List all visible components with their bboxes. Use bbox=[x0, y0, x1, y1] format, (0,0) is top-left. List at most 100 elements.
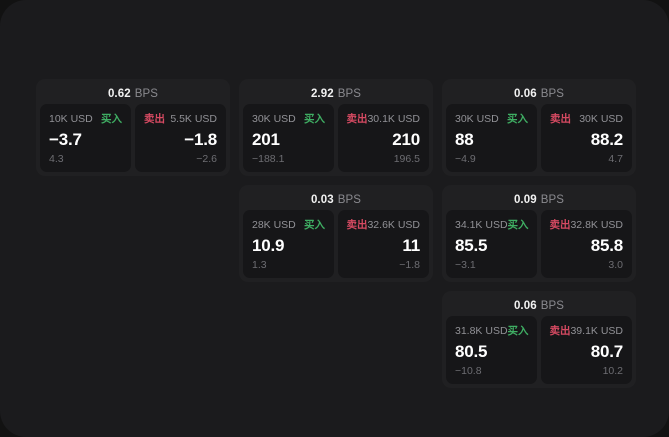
buy-side-header: 34.1K USD 买入 bbox=[455, 218, 529, 232]
sell-action-tag[interactable]: 卖出 bbox=[144, 113, 165, 125]
sell-delta: −1.8 bbox=[399, 259, 420, 271]
bps-value: 0.09 bbox=[513, 193, 537, 206]
buy-action-tag[interactable]: 买入 bbox=[507, 325, 529, 337]
buy-size-label: 30K USD bbox=[252, 112, 296, 125]
sell-side-header: 32.8K USD 卖出 bbox=[549, 218, 623, 232]
sell-side-panel[interactable]: 39.1K USD 卖出 80.7 10.2 bbox=[541, 316, 632, 384]
bps-value: 0.03 bbox=[310, 193, 334, 206]
sell-side-header: 5.5K USD 卖出 bbox=[144, 112, 217, 126]
buy-price: 201 bbox=[252, 129, 280, 149]
buy-side-header: 10K USD 买入 bbox=[49, 112, 122, 126]
quote-sides: 28K USD 买入 10.9 1.3 32.6K USD 卖出 11 −1.8 bbox=[243, 210, 429, 278]
bps-header: 2.92 BPS bbox=[243, 83, 429, 104]
buy-action-tag[interactable]: 买入 bbox=[101, 113, 122, 125]
bps-unit-label: BPS bbox=[337, 193, 362, 206]
sell-price: 210 bbox=[392, 129, 420, 149]
buy-price: −3.7 bbox=[49, 129, 82, 149]
sell-price: −1.8 bbox=[184, 129, 217, 149]
bps-value: 0.62 bbox=[107, 87, 131, 100]
buy-delta: −188.1 bbox=[252, 153, 285, 165]
bps-header: 0.06 BPS bbox=[446, 83, 632, 104]
quote-sides: 30K USD 买入 88 −4.9 30K USD 卖出 88.2 4.7 bbox=[446, 104, 632, 172]
sell-side-header: 30K USD 卖出 bbox=[550, 112, 623, 126]
quote-card[interactable]: 0.03 BPS 28K USD 买入 10.9 1.3 32.6K USD 卖出 11 −1.8 bbox=[239, 185, 433, 282]
buy-side-header: 28K USD 买入 bbox=[252, 218, 325, 232]
bps-value: 0.06 bbox=[513, 87, 537, 100]
bps-header: 0.09 BPS bbox=[446, 189, 632, 210]
buy-size-label: 31.8K USD bbox=[455, 324, 508, 337]
sell-action-tag[interactable]: 卖出 bbox=[549, 325, 571, 337]
sell-side-panel[interactable]: 30.1K USD 卖出 210 196.5 bbox=[338, 104, 429, 172]
sell-side-header: 39.1K USD 卖出 bbox=[549, 324, 623, 338]
sell-side-header: 30.1K USD 卖出 bbox=[346, 112, 420, 126]
buy-delta: −10.8 bbox=[455, 365, 482, 377]
sell-side-header: 32.6K USD 卖出 bbox=[346, 218, 420, 232]
quote-sides: 10K USD 买入 −3.7 4.3 5.5K USD 卖出 −1.8 −2.6 bbox=[40, 104, 226, 172]
bps-header: 0.06 BPS bbox=[446, 295, 632, 316]
quote-card[interactable]: 0.06 BPS 30K USD 买入 88 −4.9 30K USD 卖出 88.2 4.7 bbox=[442, 79, 636, 176]
quote-sides: 31.8K USD 买入 80.5 −10.8 39.1K USD 卖出 80.7 10.2 bbox=[446, 316, 632, 384]
bps-value: 2.92 bbox=[310, 87, 334, 100]
sell-delta: 10.2 bbox=[602, 365, 623, 377]
buy-size-label: 10K USD bbox=[49, 112, 93, 125]
quote-card[interactable]: 2.92 BPS 30K USD 买入 201 −188.1 30.1K USD 卖出 210 1… bbox=[239, 79, 433, 176]
quote-card[interactable]: 0.09 BPS 34.1K USD 买入 85.5 −3.1 32.8K USD 卖出 85.… bbox=[442, 185, 636, 282]
buy-size-label: 30K USD bbox=[455, 112, 499, 125]
quote-card[interactable]: 0.62 BPS 10K USD 买入 −3.7 4.3 5.5K USD 卖出 −1.8 −2.… bbox=[36, 79, 230, 176]
buy-price: 10.9 bbox=[252, 235, 285, 255]
sell-action-tag[interactable]: 卖出 bbox=[550, 113, 571, 125]
bps-header: 0.03 BPS bbox=[243, 189, 429, 210]
bps-unit-label: BPS bbox=[134, 87, 159, 100]
quote-sides: 34.1K USD 买入 85.5 −3.1 32.8K USD 卖出 85.8 3.0 bbox=[446, 210, 632, 278]
sell-side-panel[interactable]: 32.8K USD 卖出 85.8 3.0 bbox=[541, 210, 632, 278]
buy-action-tag[interactable]: 买入 bbox=[304, 113, 325, 125]
buy-delta: 1.3 bbox=[252, 259, 267, 271]
column-1: 0.62 BPS 10K USD 买入 −3.7 4.3 5.5K USD 卖出 −1.8 −2.… bbox=[36, 79, 230, 176]
sell-side-panel[interactable]: 32.6K USD 卖出 11 −1.8 bbox=[338, 210, 429, 278]
sell-size-label: 30.1K USD bbox=[367, 112, 420, 125]
quote-card[interactable]: 0.06 BPS 31.8K USD 买入 80.5 −10.8 39.1K USD 卖出 80… bbox=[442, 291, 636, 388]
sell-size-label: 30K USD bbox=[579, 112, 623, 125]
buy-size-label: 28K USD bbox=[252, 218, 296, 231]
sell-side-panel[interactable]: 5.5K USD 卖出 −1.8 −2.6 bbox=[135, 104, 226, 172]
quote-sides: 30K USD 买入 201 −188.1 30.1K USD 卖出 210 196.5 bbox=[243, 104, 429, 172]
bps-unit-label: BPS bbox=[540, 87, 565, 100]
sell-price: 11 bbox=[402, 235, 420, 255]
buy-price: 88 bbox=[455, 129, 474, 149]
buy-delta: 4.3 bbox=[49, 153, 64, 165]
buy-action-tag[interactable]: 买入 bbox=[507, 113, 528, 125]
buy-delta: −3.1 bbox=[455, 259, 476, 271]
bps-header: 0.62 BPS bbox=[40, 83, 226, 104]
buy-side-header: 31.8K USD 买入 bbox=[455, 324, 529, 338]
sell-action-tag[interactable]: 卖出 bbox=[346, 113, 368, 125]
sell-action-tag[interactable]: 卖出 bbox=[346, 219, 368, 231]
column-2: 2.92 BPS 30K USD 买入 201 −188.1 30.1K USD 卖出 210 1… bbox=[239, 79, 433, 282]
buy-delta: −4.9 bbox=[455, 153, 476, 165]
buy-price: 85.5 bbox=[455, 235, 488, 255]
sell-delta: −2.6 bbox=[196, 153, 217, 165]
buy-action-tag[interactable]: 买入 bbox=[304, 219, 325, 231]
sell-delta: 196.5 bbox=[393, 153, 420, 165]
buy-side-panel[interactable]: 28K USD 买入 10.9 1.3 bbox=[243, 210, 334, 278]
buy-side-header: 30K USD 买入 bbox=[455, 112, 528, 126]
column-3: 0.06 BPS 30K USD 买入 88 −4.9 30K USD 卖出 88.2 4.7 0.… bbox=[442, 79, 636, 388]
buy-side-panel[interactable]: 31.8K USD 买入 80.5 −10.8 bbox=[446, 316, 537, 384]
sell-size-label: 5.5K USD bbox=[170, 112, 217, 125]
buy-action-tag[interactable]: 买入 bbox=[507, 219, 529, 231]
sell-size-label: 39.1K USD bbox=[570, 324, 623, 337]
sell-price: 80.7 bbox=[590, 341, 623, 361]
bps-unit-label: BPS bbox=[337, 87, 362, 100]
sell-delta: 4.7 bbox=[608, 153, 623, 165]
sell-price: 88.2 bbox=[590, 129, 623, 149]
sell-delta: 3.0 bbox=[608, 259, 623, 271]
sell-action-tag[interactable]: 卖出 bbox=[549, 219, 571, 231]
buy-side-panel[interactable]: 30K USD 买入 88 −4.9 bbox=[446, 104, 537, 172]
sell-side-panel[interactable]: 30K USD 卖出 88.2 4.7 bbox=[541, 104, 632, 172]
sell-size-label: 32.6K USD bbox=[367, 218, 420, 231]
buy-size-label: 34.1K USD bbox=[455, 218, 508, 231]
bps-value: 0.06 bbox=[513, 299, 537, 312]
buy-side-panel[interactable]: 30K USD 买入 201 −188.1 bbox=[243, 104, 334, 172]
buy-side-panel[interactable]: 10K USD 买入 −3.7 4.3 bbox=[40, 104, 131, 172]
buy-side-panel[interactable]: 34.1K USD 买入 85.5 −3.1 bbox=[446, 210, 537, 278]
